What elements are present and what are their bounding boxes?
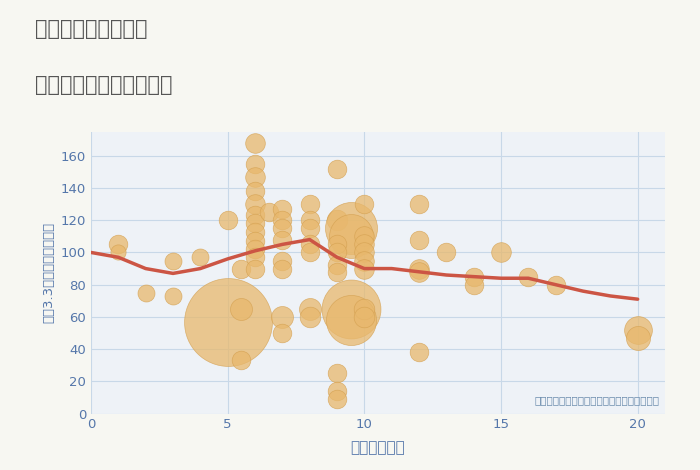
Point xyxy=(167,257,178,264)
Point xyxy=(358,265,370,272)
Point xyxy=(331,387,342,395)
Point xyxy=(345,316,356,324)
Point xyxy=(195,253,206,261)
Point xyxy=(113,241,124,248)
Point xyxy=(249,265,260,272)
Point xyxy=(249,237,260,245)
Point xyxy=(236,265,247,272)
Point xyxy=(140,289,151,297)
Point xyxy=(331,268,342,275)
Point xyxy=(632,326,643,334)
Point xyxy=(550,281,561,289)
Point xyxy=(358,241,370,248)
Point xyxy=(441,249,452,256)
Point xyxy=(358,200,370,208)
Point xyxy=(236,357,247,364)
Point xyxy=(331,241,342,248)
Point xyxy=(414,236,425,243)
Point xyxy=(358,257,370,264)
Point xyxy=(331,217,342,224)
Point xyxy=(249,188,260,195)
Point xyxy=(276,265,288,272)
Point xyxy=(304,241,315,248)
Point xyxy=(331,262,342,269)
Text: 兵庫県宝塚市小林の: 兵庫県宝塚市小林の xyxy=(35,19,148,39)
Point xyxy=(331,369,342,377)
Point xyxy=(345,233,356,240)
Point xyxy=(304,217,315,224)
Text: 円の大きさは、取引のあった物件面積を示す: 円の大きさは、取引のあった物件面積を示す xyxy=(534,395,659,405)
Point xyxy=(249,253,260,261)
Point xyxy=(632,334,643,342)
Y-axis label: 坪（3.3㎡）単価（万円）: 坪（3.3㎡）単価（万円） xyxy=(42,222,55,323)
Point xyxy=(222,217,233,224)
Point xyxy=(345,225,356,232)
Point xyxy=(331,165,342,172)
Point xyxy=(249,160,260,168)
Point xyxy=(345,305,356,313)
Point xyxy=(304,225,315,232)
Point xyxy=(167,292,178,300)
Point xyxy=(304,200,315,208)
Point xyxy=(276,225,288,232)
Point xyxy=(331,395,342,403)
Point xyxy=(276,329,288,337)
Point xyxy=(249,200,260,208)
Point xyxy=(304,305,315,313)
Point xyxy=(414,200,425,208)
Point xyxy=(263,208,274,216)
Point xyxy=(249,173,260,180)
Point xyxy=(358,305,370,313)
Text: 駅距離別中古戸建て価格: 駅距離別中古戸建て価格 xyxy=(35,75,172,95)
Point xyxy=(304,313,315,321)
X-axis label: 駅距離（分）: 駅距離（分） xyxy=(351,440,405,455)
Point xyxy=(113,249,124,256)
Point xyxy=(249,228,260,235)
Point xyxy=(276,257,288,264)
Point xyxy=(304,249,315,256)
Point xyxy=(222,318,233,326)
Point xyxy=(414,268,425,275)
Point xyxy=(523,273,534,281)
Point xyxy=(249,139,260,147)
Point xyxy=(236,305,247,313)
Point xyxy=(358,233,370,240)
Point xyxy=(249,219,260,227)
Point xyxy=(276,217,288,224)
Point xyxy=(358,249,370,256)
Point xyxy=(468,281,480,289)
Point xyxy=(276,205,288,213)
Point xyxy=(249,212,260,219)
Point xyxy=(414,349,425,356)
Point xyxy=(249,245,260,253)
Point xyxy=(468,273,480,281)
Point xyxy=(414,265,425,272)
Point xyxy=(276,313,288,321)
Point xyxy=(358,313,370,321)
Point xyxy=(331,249,342,256)
Point xyxy=(496,249,507,256)
Point xyxy=(276,236,288,243)
